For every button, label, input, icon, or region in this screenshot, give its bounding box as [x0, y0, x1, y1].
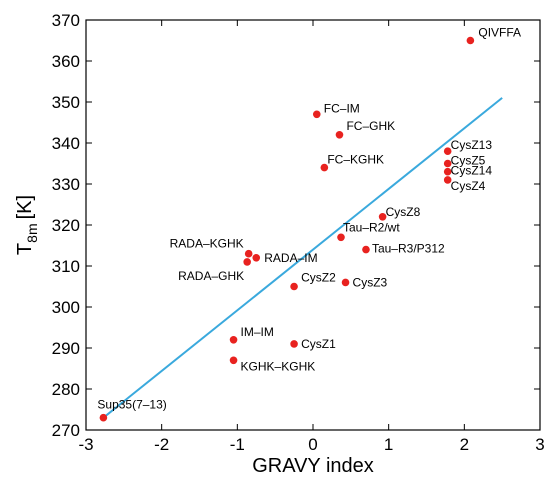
x-axis-title: GRAVY index: [252, 455, 374, 477]
x-tick-label: 3: [535, 435, 544, 454]
point-label: FC–GHK: [346, 119, 395, 133]
point-label: Tau–R3/P312: [372, 242, 445, 256]
y-tick-label: 370: [52, 11, 80, 30]
y-tick-label: 300: [52, 298, 80, 317]
point-label: CysZ5: [451, 154, 486, 168]
point-label: CysZ14: [451, 164, 493, 178]
data-point: [378, 213, 387, 221]
point-label: CysZ8: [386, 205, 421, 219]
data-point: [443, 159, 452, 168]
point-label: CysZ4: [451, 179, 486, 193]
y-axis-title-main: T: [14, 243, 36, 255]
data-point: [443, 176, 452, 184]
data-point: [443, 167, 452, 176]
y-tick-label: 310: [52, 257, 80, 276]
point-label: RADA–KGHK: [170, 237, 244, 251]
point-label: CysZ2: [301, 271, 336, 285]
point-label: CysZ1: [301, 337, 336, 351]
data-point: [320, 163, 329, 172]
point-label: FC–KGHK: [327, 153, 384, 167]
axis-ticks: -3 -2 -1 0 1 2 3 270 280 290 300 310 320 330 340 350 360…: [52, 11, 545, 454]
point-label: RADA–GHK: [178, 269, 244, 283]
y-tick-label: 290: [52, 339, 80, 358]
x-tick-label: 1: [384, 435, 393, 454]
data-point: [466, 36, 475, 45]
y-tick-label: 340: [52, 134, 80, 153]
y-tick-label: 270: [52, 421, 80, 440]
data-point: [337, 233, 345, 242]
x-tick-label: -3: [78, 435, 93, 454]
fit-line: [102, 97, 503, 419]
data-point: [290, 340, 298, 348]
point-label: QIVFFA: [478, 26, 521, 40]
data-point: [252, 253, 261, 262]
x-tick-label: 0: [308, 435, 317, 454]
y-tick-label: 320: [52, 216, 80, 235]
data-point: [290, 282, 298, 291]
y-axis-title-unit: [K]: [14, 195, 36, 219]
data-point: [335, 131, 344, 139]
y-tick-label: 350: [52, 93, 80, 112]
y-axis-title-sub: 8m: [24, 223, 40, 242]
point-label: Sup35(7–13): [97, 398, 166, 412]
data-point: [229, 336, 238, 344]
y-axis-title: T8m [K]: [14, 195, 40, 255]
x-tick-label: -2: [154, 435, 169, 454]
y-tick-label: 330: [52, 175, 80, 194]
point-label: CysZ13: [451, 138, 493, 152]
data-points: [99, 36, 475, 422]
point-label: Tau–R2/wt: [343, 220, 400, 234]
x-tick-label: 2: [460, 435, 469, 454]
fit-line-group: [102, 97, 503, 419]
data-point: [362, 245, 370, 254]
point-label: KGHK–KGHK: [241, 359, 316, 373]
data-point: [312, 110, 321, 119]
data-point: [229, 356, 238, 365]
point-label: CysZ3: [353, 275, 388, 289]
point-label: RADA–IM: [264, 251, 317, 265]
data-point: [99, 413, 108, 422]
data-point: [341, 278, 350, 287]
data-point: [443, 147, 452, 155]
data-point: [243, 258, 251, 266]
point-label: IM–IM: [241, 325, 274, 339]
x-tick-label: -1: [230, 435, 245, 454]
y-tick-label: 280: [52, 380, 80, 399]
point-label: FC–IM: [324, 101, 360, 115]
data-point: [244, 249, 253, 258]
y-tick-label: 360: [52, 52, 80, 71]
